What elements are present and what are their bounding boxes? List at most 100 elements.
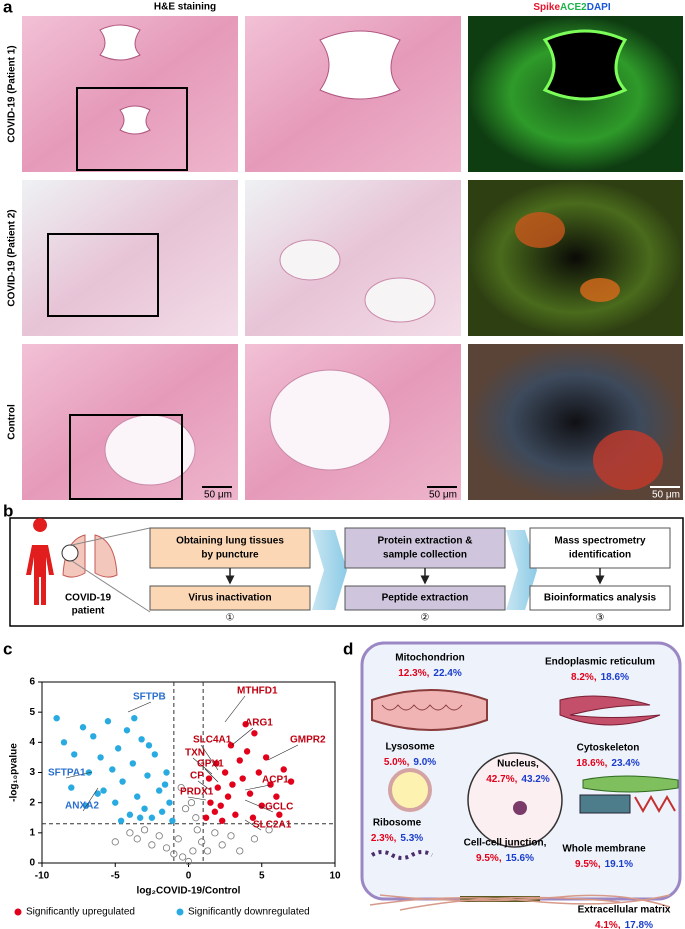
if-image [468,180,683,336]
chevron [312,530,347,610]
y-tick-label: 3 [29,767,35,778]
step-text: Bioinformatics analysis [544,593,657,604]
data-point [114,745,122,752]
gene-label: CP [190,771,204,782]
gene-label: ACP1 [262,775,289,786]
bronchus [119,105,151,135]
step-text: Protein extraction & [377,536,472,547]
panel-label: d [343,639,353,658]
compartment-name: Cell-cell junction, [464,838,547,849]
leader-line [244,819,262,831]
leader-line [65,771,93,779]
data-point [90,733,97,740]
data-point [207,799,214,806]
data-point [117,817,125,824]
er-icon [559,695,661,726]
data-point [189,847,197,855]
data-point [249,814,257,821]
data-point [218,817,226,824]
x-tick-label: 0 [186,871,192,882]
leader-line [82,787,99,812]
gene-label: SFTPB [133,692,166,703]
data-point [126,811,134,818]
data-point [193,826,201,834]
y-axis-label: -log₁₀pvalue [9,743,20,802]
down-percent: 18.6% [601,672,629,683]
data-point [243,748,251,755]
step-text: Virus inactivation [188,593,271,604]
data-point [179,853,187,861]
alveolus [279,239,341,281]
gene-label: ARG1 [245,718,273,729]
up-percent: 2.3% [371,833,394,844]
separator: , [407,757,410,768]
data-point [242,721,249,728]
compartment-values: 9.5%, 15.6% [476,853,534,864]
data-point [170,850,178,858]
data-point [148,841,156,849]
gene-label: PRDX1 [180,787,214,798]
separator: , [499,853,502,864]
y-tick-label: 6 [29,677,35,688]
data-point [140,826,149,834]
scale-bar-label: 50 μm [204,490,232,501]
data-point [236,757,243,764]
panel-c: c -10 -5 0 5 10 0 1 2 3 4 5 6 MTHFD1 ARG1 GMPR2 SLC4A1 TX… [3,639,341,917]
data-point [177,783,185,792]
stain-name: DAPI [587,2,611,13]
data-point [218,841,226,849]
data-point [192,814,200,822]
leader-line [197,780,211,791]
up-percent: 5.0% [384,757,407,768]
row-label: COVID-19 (Patient 1) [7,45,18,142]
step-box [344,585,506,611]
leader-line [267,744,299,761]
data-point [144,772,151,779]
compartment-values: 5.0%, 9.0% [384,757,436,768]
leader-line [192,757,213,775]
compartment-name: Mitochondrion [395,653,464,664]
compartment-values: 18.6%, 23.4% [576,758,640,769]
leader-line [244,784,271,791]
data-point [134,793,141,800]
down-percent: 17.8% [625,920,653,929]
he-image [22,180,238,336]
data-point [187,799,196,807]
data-point [148,814,156,821]
compartment-values: 12.3%, 22.4% [398,668,462,679]
data-point [136,814,144,821]
panel-label: a [3,0,13,16]
data-point [184,857,193,866]
data-point [198,838,206,846]
data-point [251,730,258,737]
data-point [205,775,213,782]
nucleolus [513,801,527,815]
panel-b: b COVID-19 patient Obtaining lung tissues by… [3,501,684,627]
step-text: Peptide extraction [382,593,469,604]
step-text: Mass spectrometry [554,536,646,547]
column-title: H&E staining [154,2,216,13]
bronchus [319,30,401,100]
data-point [161,781,169,788]
y-tick-label: 2 [29,797,35,808]
data-point [227,832,235,840]
leader-line [127,701,152,713]
data-point [133,835,141,843]
data-point [227,742,235,749]
down-percent: 5.3% [400,833,423,844]
data-point [166,799,173,806]
x-tick-label: 10 [329,871,341,882]
compartment-name: Endoplasmic reticulum [545,657,655,668]
inset-box [69,414,183,500]
gene-label: MTHFD1 [237,686,278,697]
compartment-values: 42.7%, 43.2% [486,774,550,785]
data-point [126,829,134,837]
data-point [155,832,163,840]
tissue-circle [61,544,79,562]
separator: , [515,774,518,785]
data-point [236,847,244,855]
data-point [239,775,246,782]
leader-line [200,744,219,771]
red-signal [593,430,663,490]
